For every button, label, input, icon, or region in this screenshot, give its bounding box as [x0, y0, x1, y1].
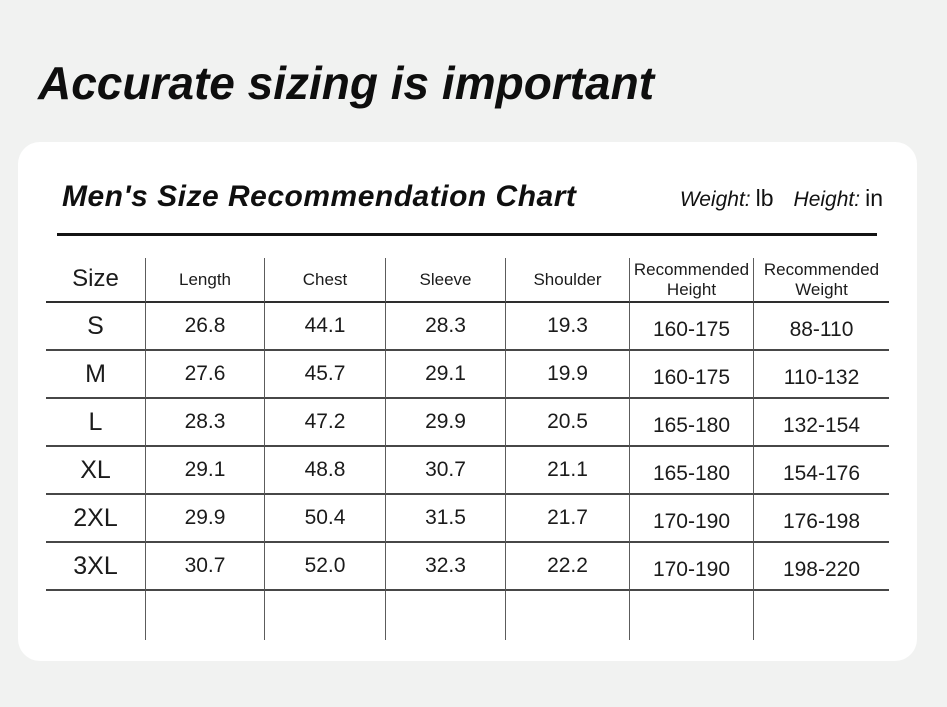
table-cell-sleeve: 31.5	[386, 495, 506, 543]
table-cell-chest: 45.7	[265, 351, 386, 399]
table-cell-rec-height: 165-180	[630, 399, 754, 447]
weight-unit-label: Weight:	[679, 188, 751, 211]
table-cell-shoulder: 19.3	[506, 303, 630, 351]
empty-cell	[146, 591, 265, 640]
title-rule	[57, 233, 877, 236]
header-cell-sleeve: Sleeve	[386, 258, 506, 303]
table-cell-chest: 47.2	[265, 399, 386, 447]
empty-cell	[46, 591, 146, 640]
table-cell-size: S	[46, 303, 146, 351]
header-cell-chest: Chest	[265, 258, 386, 303]
table-cell-length: 29.9	[146, 495, 265, 543]
height-unit-label: Height:	[793, 188, 861, 211]
empty-cell	[630, 591, 754, 640]
weight-unit: Weight: lb	[680, 185, 774, 212]
measurement-units: Weight: lb Height: in	[680, 185, 883, 212]
table-cell-chest: 50.4	[265, 495, 386, 543]
height-unit: Height: in	[794, 185, 883, 212]
table-cell-chest: 44.1	[265, 303, 386, 351]
table-cell-rec-height: 160-175	[630, 303, 754, 351]
table-cell-rec-height: 170-190	[630, 543, 754, 591]
table-cell-size: 3XL	[46, 543, 146, 591]
table-cell-shoulder: 21.7	[506, 495, 630, 543]
table-cell-shoulder: 19.9	[506, 351, 630, 399]
table-cell-length: 30.7	[146, 543, 265, 591]
height-unit-value: in	[865, 185, 883, 211]
header-cell-shoulder: Shoulder	[506, 258, 630, 303]
header-cell-rec-weight: Recommended Weight	[754, 258, 889, 303]
header-cell-length: Length	[146, 258, 265, 303]
table-cell-rec-weight: 176-198	[754, 495, 889, 543]
table-cell-rec-height: 170-190	[630, 495, 754, 543]
table-cell-size: L	[46, 399, 146, 447]
table-cell-chest: 52.0	[265, 543, 386, 591]
header-cell-rec-height: Recommended Height	[630, 258, 754, 303]
size-table: Size Length Chest Sleeve Shoulder Recomm…	[46, 258, 889, 640]
table-cell-shoulder: 20.5	[506, 399, 630, 447]
weight-unit-value: lb	[755, 185, 774, 211]
table-cell-chest: 48.8	[265, 447, 386, 495]
table-cell-shoulder: 21.1	[506, 447, 630, 495]
table-cell-rec-weight: 110-132	[754, 351, 889, 399]
table-cell-length: 28.3	[146, 399, 265, 447]
table-cell-sleeve: 32.3	[386, 543, 506, 591]
table-cell-length: 26.8	[146, 303, 265, 351]
empty-cell	[386, 591, 506, 640]
table-cell-sleeve: 29.9	[386, 399, 506, 447]
table-cell-length: 27.6	[146, 351, 265, 399]
table-cell-size: M	[46, 351, 146, 399]
chart-title: Men's Size Recommendation Chart	[62, 180, 577, 213]
headline: Accurate sizing is important	[38, 57, 655, 109]
table-cell-rec-height: 165-180	[630, 447, 754, 495]
table-cell-size: XL	[46, 447, 146, 495]
table-cell-shoulder: 22.2	[506, 543, 630, 591]
table-cell-length: 29.1	[146, 447, 265, 495]
table-cell-rec-weight: 154-176	[754, 447, 889, 495]
empty-cell	[506, 591, 630, 640]
table-cell-sleeve: 28.3	[386, 303, 506, 351]
table-cell-rec-height: 160-175	[630, 351, 754, 399]
header-cell-size: Size	[46, 258, 146, 303]
table-cell-size: 2XL	[46, 495, 146, 543]
card-header: Men's Size Recommendation Chart Weight: l…	[62, 180, 883, 214]
table-cell-rec-weight: 88-110	[754, 303, 889, 351]
table-cell-rec-weight: 132-154	[754, 399, 889, 447]
empty-cell	[265, 591, 386, 640]
table-cell-sleeve: 30.7	[386, 447, 506, 495]
size-chart-card: Men's Size Recommendation Chart Weight: l…	[18, 142, 917, 661]
empty-cell	[754, 591, 889, 640]
table-cell-sleeve: 29.1	[386, 351, 506, 399]
table-cell-rec-weight: 198-220	[754, 543, 889, 591]
